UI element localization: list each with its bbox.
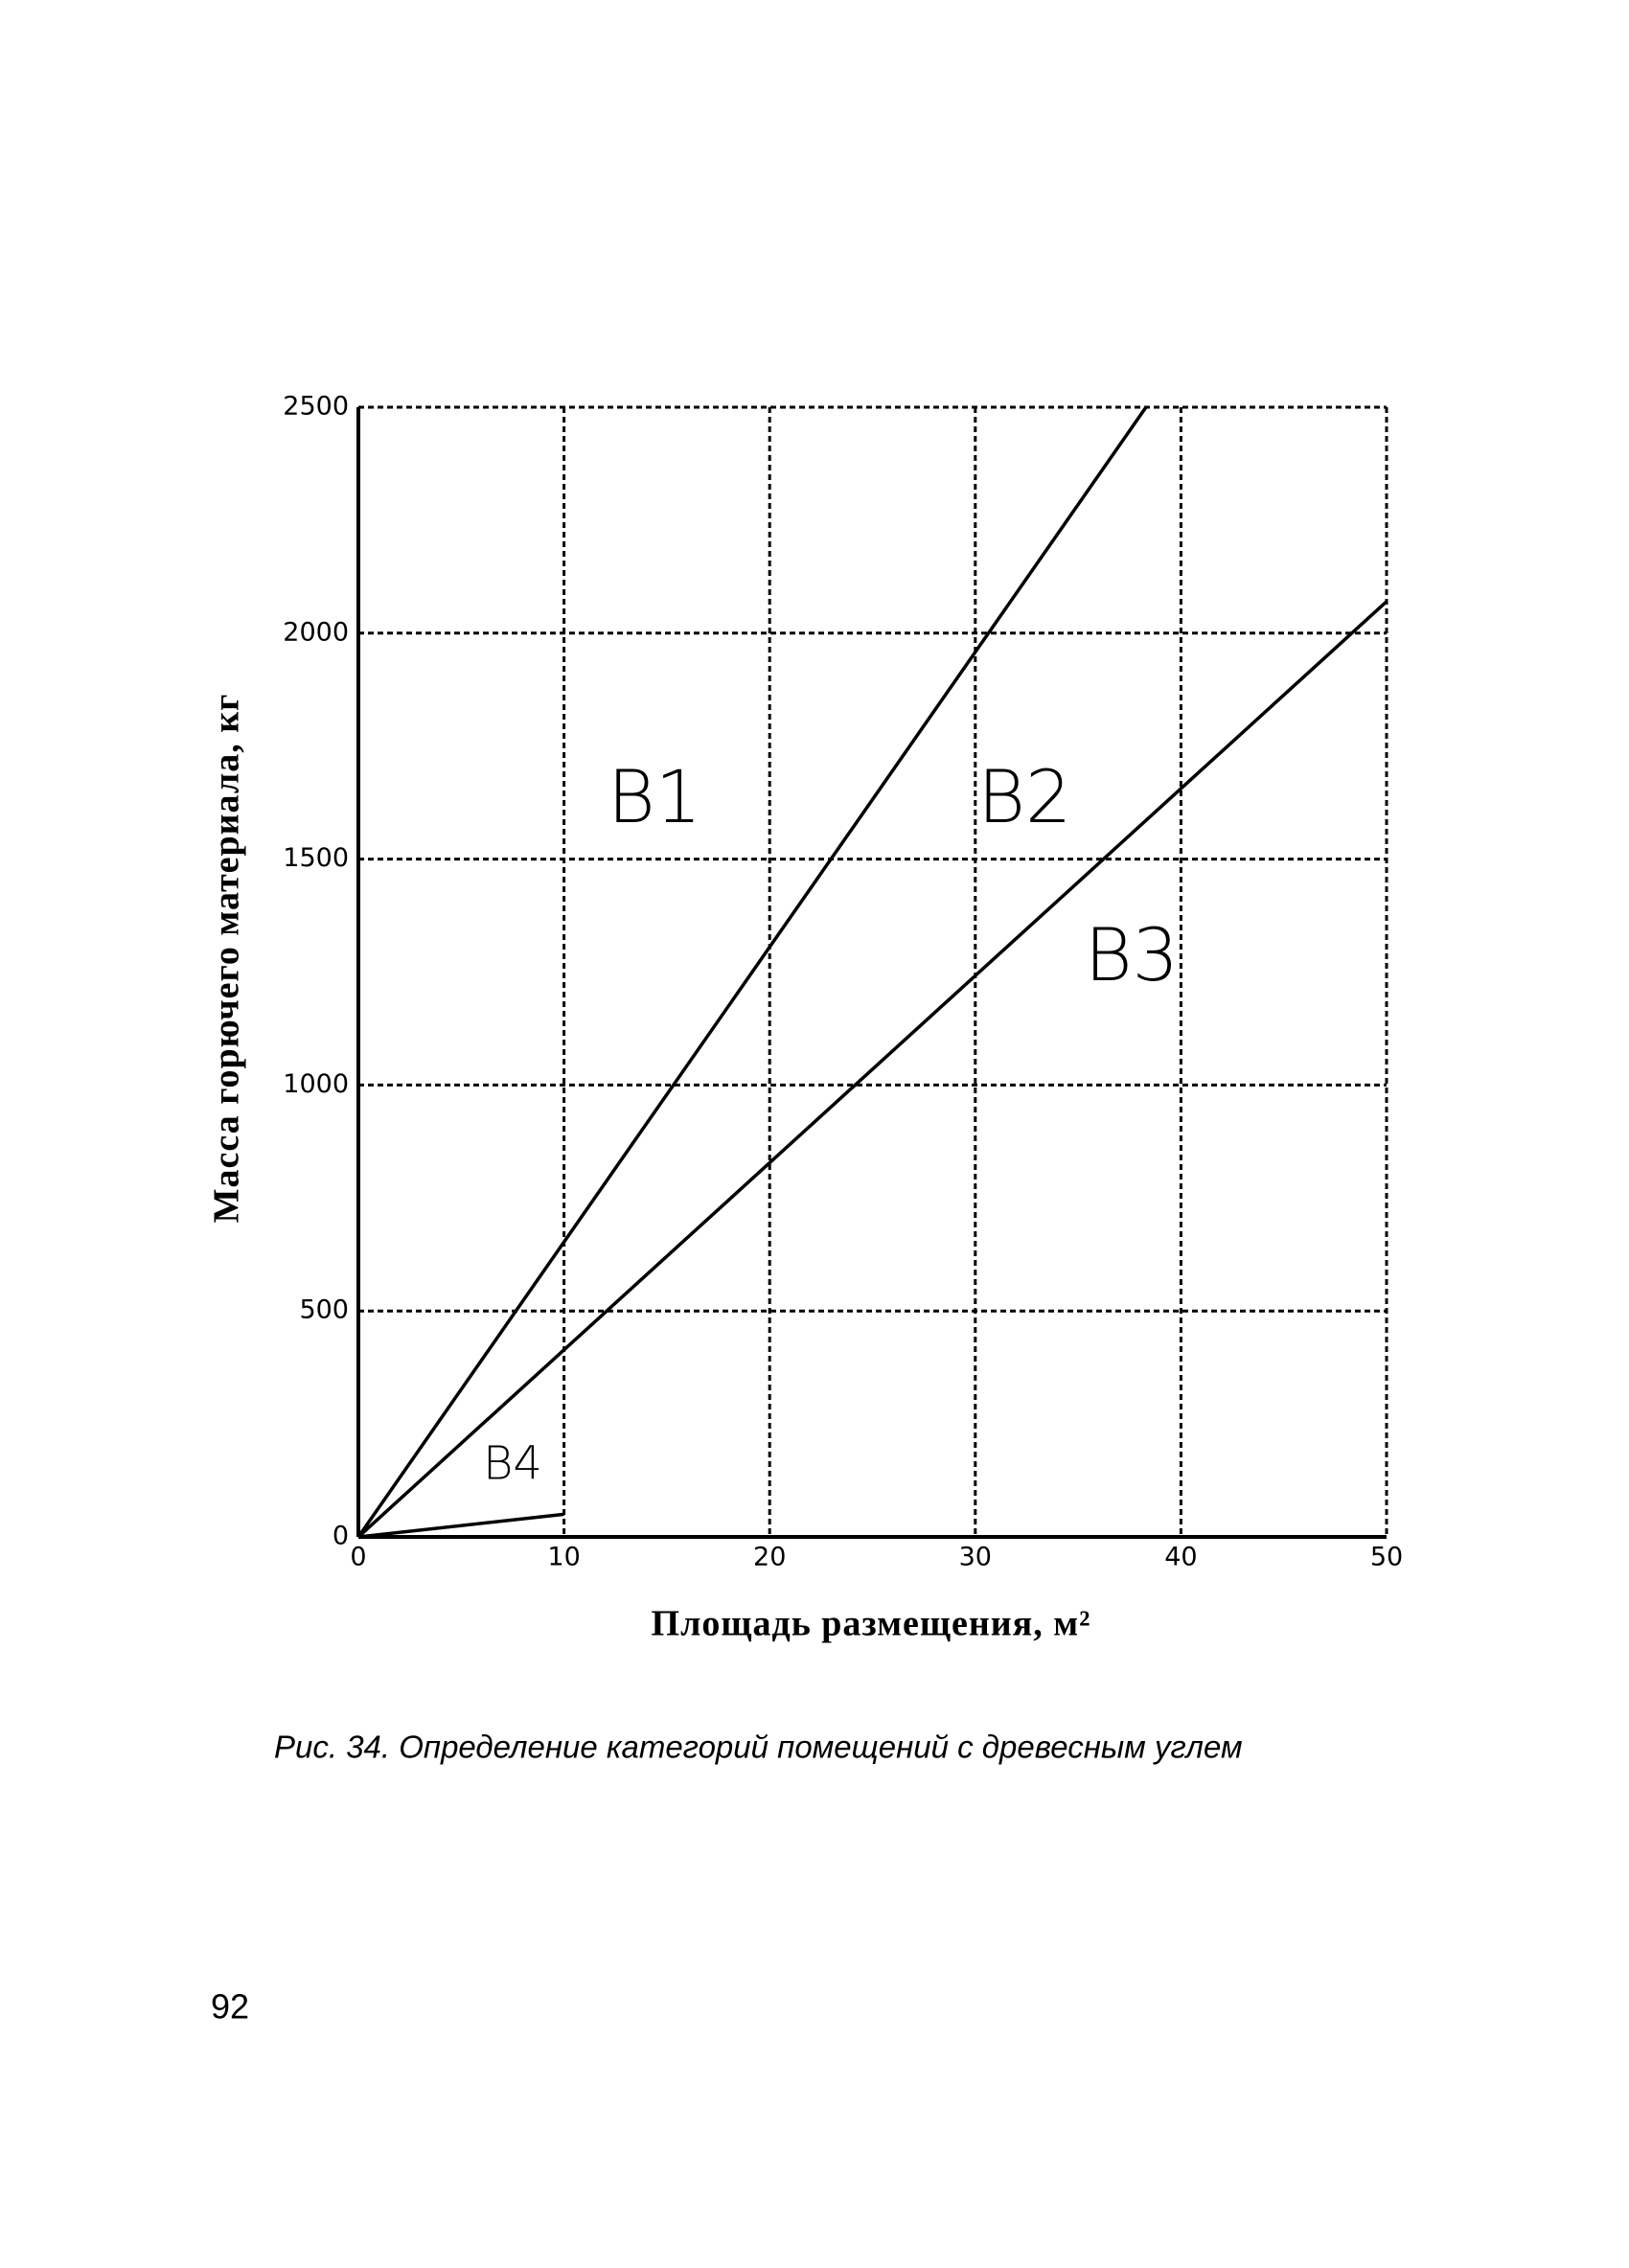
series-line <box>358 600 1387 1537</box>
series-line <box>358 1512 564 1537</box>
x-tick-label: 20 <box>753 1543 786 1572</box>
caption: Рис. 34. Определение категорий помещений… <box>274 1730 1243 1765</box>
x-tick-label: 40 <box>1164 1543 1197 1572</box>
x-tick-label: 10 <box>547 1543 580 1572</box>
y-tick-label: 1500 <box>283 843 349 873</box>
region-label: B3 <box>1085 912 1179 997</box>
y-axis-label: Масса горючего материала, кг <box>207 694 247 1224</box>
y-tick-label: 500 <box>299 1295 349 1325</box>
y-tick-label: 2500 <box>283 392 349 422</box>
region-label: B1 <box>608 754 701 839</box>
region-label: B2 <box>977 754 1071 839</box>
page-number: 92 <box>211 1987 249 2027</box>
x-axis-label: Площадь размещения, м² <box>652 1604 1091 1644</box>
y-tick-label: 1000 <box>283 1069 349 1099</box>
x-tick-label: 0 <box>350 1543 366 1572</box>
series-line <box>358 407 1148 1537</box>
x-tick-label: 30 <box>959 1543 992 1572</box>
region-label: B4 <box>483 1436 542 1490</box>
y-tick-label: 2000 <box>283 617 349 647</box>
x-tick-label: 50 <box>1370 1543 1403 1572</box>
y-tick-label: 0 <box>333 1522 349 1551</box>
